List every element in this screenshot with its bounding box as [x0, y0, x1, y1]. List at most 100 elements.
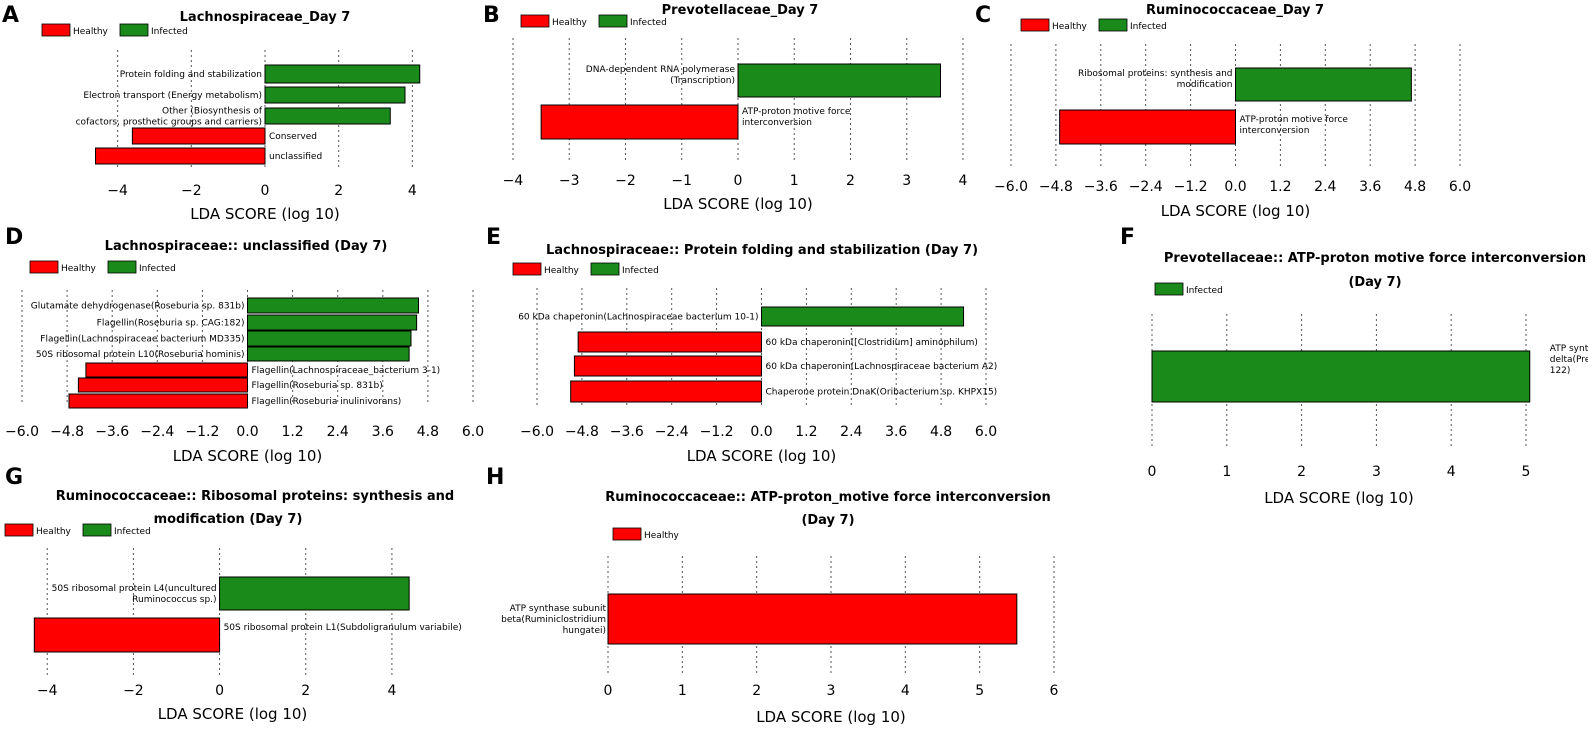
bar-label: interconversion: [742, 118, 812, 128]
bar-infected: [264, 86, 406, 104]
bar-label: delta(Prevotella sp. P3-: [1550, 355, 1588, 365]
bar-label: Glutamate dehydrogenase(Roseburia sp. 83…: [31, 302, 245, 312]
legend-swatch-healthy: [612, 527, 642, 541]
x-axis-label: LDA SCORE (log 10): [158, 705, 308, 723]
chart-title: Prevotellaceae:: ATP-proton motive force…: [1164, 251, 1586, 266]
tick-label: −6.0: [5, 424, 39, 440]
chart-title-line2: (Day 7): [1348, 275, 1401, 290]
panel-letter: H: [486, 465, 504, 490]
legend-swatch-infected: [1098, 18, 1128, 32]
bar-infected: [1235, 67, 1412, 102]
bar-infected: [247, 314, 418, 331]
panel-d: D Lachnospiraceae:: unclassified (Day 7)H…: [5, 225, 484, 465]
panel-letter: B: [483, 3, 500, 28]
x-axis-label: LDA SCORE (log 10): [173, 447, 323, 465]
tick-label: −2.4: [140, 424, 174, 440]
tick-label: −1.2: [185, 424, 219, 440]
chart-title: Ruminococcaceae:: ATP-proton_motive forc…: [605, 490, 1051, 505]
tick-label: −4: [107, 183, 128, 199]
x-axis-label: LDA SCORE (log 10): [687, 447, 837, 465]
tick-label: 0: [261, 183, 270, 199]
legend-swatch-healthy: [512, 262, 542, 276]
panel-letter: C: [975, 3, 991, 28]
bar-healthy: [577, 331, 762, 353]
tick-label: −2.4: [1129, 179, 1163, 195]
bar-label: Flagellin(Roseburia sp. 831b): [252, 381, 383, 391]
chart-title: Ruminococcaceae:: Ribosomal proteins: sy…: [56, 489, 454, 504]
bar-healthy: [33, 617, 221, 653]
legend-label-infected: Infected: [114, 527, 151, 537]
tick-label: −2.4: [655, 424, 689, 440]
legend-swatch-infected: [107, 260, 137, 274]
bar-label: 60 kDa chaperonin([Clostridium] aminophi…: [766, 338, 978, 348]
legend-label-healthy: Healthy: [544, 266, 580, 276]
legend-swatch-healthy: [4, 523, 34, 537]
tick-label: 1: [678, 683, 687, 699]
legend-label-healthy: Healthy: [644, 531, 680, 541]
tick-label: 4: [901, 683, 910, 699]
x-axis-label: LDA SCORE (log 10): [663, 195, 813, 213]
legend-swatch-healthy: [41, 23, 71, 37]
legend-swatch-healthy: [29, 260, 59, 274]
tick-label: 4: [408, 183, 417, 199]
bar-label: Flagellin(Lachnospiraceae_bacterium 3-1): [252, 366, 441, 376]
tick-label: 3.6: [885, 424, 907, 440]
tick-label: −4.8: [1039, 179, 1073, 195]
bar-label: Ruminococcus sp.): [132, 595, 216, 605]
bar-healthy: [95, 147, 266, 165]
bar-label: ATP-proton motive force: [742, 107, 851, 117]
tick-label: −6.0: [520, 424, 554, 440]
panel-letter: A: [2, 3, 19, 28]
tick-label: 2.4: [327, 424, 349, 440]
bar-infected: [247, 330, 412, 347]
tick-label: 0.0: [1224, 179, 1246, 195]
tick-label: 4: [1447, 464, 1456, 480]
tick-label: 1: [790, 173, 799, 189]
bar-label: 60 kDa chaperonin(Lachnospiraceae bacter…: [766, 362, 998, 372]
bar-infected: [247, 346, 410, 362]
tick-label: 4.8: [930, 424, 952, 440]
tick-label: −1.2: [700, 424, 734, 440]
tick-label: −1: [671, 173, 692, 189]
bar-infected: [264, 107, 391, 125]
bar-label: Flagellin(Lachnospiraceae bacterium MD33…: [40, 335, 244, 345]
chart-title-line2: modification (Day 7): [154, 512, 303, 527]
tick-label: 2: [334, 183, 343, 199]
tick-label: −4.8: [50, 424, 84, 440]
legend-label-infected: Infected: [139, 264, 176, 274]
tick-label: 3.6: [1359, 179, 1381, 195]
tick-label: 2: [752, 683, 761, 699]
tick-label: 2.4: [1314, 179, 1336, 195]
bar-label: (Transcription): [670, 76, 735, 86]
tick-label: −4: [37, 683, 58, 699]
tick-label: −2: [123, 683, 144, 699]
tick-label: 6.0: [975, 424, 997, 440]
panel-letter: E: [486, 225, 501, 250]
x-axis-label: LDA SCORE (log 10): [1264, 489, 1414, 507]
panel-b: B Prevotellaceae_Day 7 Healthy Infected DNA-…: [483, 3, 968, 213]
tick-label: −3.6: [95, 424, 129, 440]
bar-infected: [737, 63, 941, 98]
legend-label-infected: Infected: [151, 27, 188, 37]
panel-a: A Lachnospiraceae_Day 7 Healthy Infected Pro…: [2, 3, 421, 223]
legend-label-infected: Infected: [1130, 22, 1167, 32]
legend-swatch-healthy: [520, 14, 550, 28]
bar-label: Chaperone protein DnaK(Oribacterium sp. …: [766, 388, 998, 398]
bar-label: interconversion: [1240, 126, 1310, 136]
legend-swatch-infected: [598, 14, 628, 28]
panel-letter: G: [5, 465, 23, 490]
tick-label: 0: [604, 683, 613, 699]
tick-label: −3.6: [1084, 179, 1118, 195]
chart-title: Lachnospiraceae:: Protein folding and st…: [546, 243, 978, 258]
tick-label: 0: [1148, 464, 1157, 480]
legend-label-infected: Infected: [1186, 286, 1223, 296]
bar-label: 122): [1550, 366, 1571, 376]
tick-label: 3.6: [372, 424, 394, 440]
legend-label-healthy: Healthy: [36, 527, 72, 537]
legend-label-infected: Infected: [622, 266, 659, 276]
tick-label: 4: [959, 173, 968, 189]
tick-label: 3: [902, 173, 911, 189]
